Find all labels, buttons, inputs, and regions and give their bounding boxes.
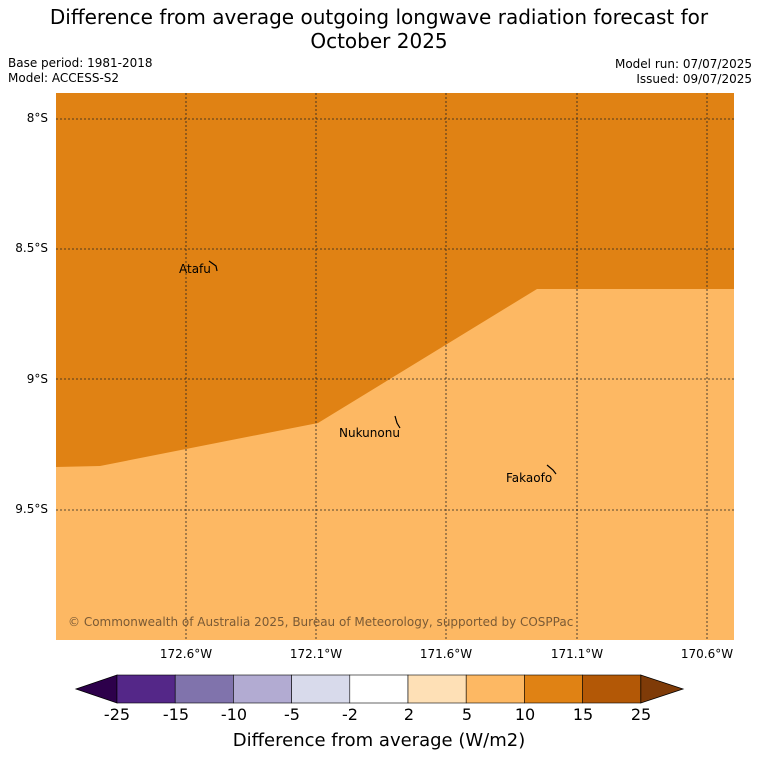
- cbar-tick-2: -10: [220, 705, 248, 724]
- cbar-tick-6: 5: [461, 705, 473, 724]
- title-line-2: October 2025: [310, 29, 448, 53]
- colorbar-bin-2: [174, 674, 234, 704]
- lon-label-171-1w: 171.1°W: [550, 647, 604, 661]
- model-run: Model run: 07/07/2025: [614, 57, 752, 71]
- colorbar-bin-9: [582, 674, 642, 704]
- place-atafu: Atafu: [179, 262, 211, 276]
- lon-label-170-6w: 170.6°W: [680, 647, 734, 661]
- colorbar: [74, 674, 685, 704]
- lat-label-8-5s: 8.5°S: [15, 241, 48, 255]
- atafu-atoll-shape: [208, 260, 218, 272]
- colorbar-bin-1: [116, 674, 176, 704]
- copyright-notice: © Commonwealth of Australia 2025, Bureau…: [68, 615, 574, 629]
- map-region-lower: [56, 289, 734, 640]
- cbar-tick-4: -2: [342, 705, 358, 724]
- colorbar-bin-4: [291, 674, 351, 704]
- title-line-1: Difference from average outgoing longwav…: [49, 5, 709, 29]
- lon-label-172-6w: 172.6°W: [159, 647, 213, 661]
- nukunonu-atoll-shape: [394, 415, 401, 429]
- cbar-tick-9: 25: [630, 705, 652, 724]
- cbar-tick-0: -25: [103, 705, 131, 724]
- lon-label-172-1w: 172.1°W: [289, 647, 343, 661]
- issued-date: Issued: 09/07/2025: [636, 72, 752, 86]
- lat-label-8s: 8°S: [26, 111, 48, 125]
- place-nukunonu: Nukunonu: [339, 426, 400, 440]
- lon-label-171-6w: 171.6°W: [419, 647, 473, 661]
- cbar-tick-7: 10: [514, 705, 536, 724]
- cbar-tick-5: 2: [403, 705, 415, 724]
- colorbar-bin-3: [233, 674, 292, 704]
- colorbar-extend-low: [74, 674, 118, 704]
- colorbar-bin-8: [524, 674, 583, 704]
- colorbar-extend-high: [640, 674, 685, 704]
- chart-title: Difference from average outgoing longwav…: [0, 5, 758, 53]
- lat-label-9-5s: 9.5°S: [15, 502, 48, 516]
- lat-label-9s: 9°S: [26, 372, 48, 386]
- cbar-tick-3: -5: [284, 705, 300, 724]
- colorbar-bin-5: [349, 674, 409, 704]
- cbar-tick-1: -15: [162, 705, 190, 724]
- meta-right: Model run: 07/07/2025 Issued: 09/07/2025: [615, 57, 752, 87]
- cbar-tick-8: 15: [572, 705, 594, 724]
- fakaofo-atoll-shape: [546, 464, 557, 475]
- colorbar-bin-7: [465, 674, 525, 704]
- colorbar-bin-6: [407, 674, 467, 704]
- colorbar-label: Difference from average (W/m2): [232, 730, 526, 751]
- place-fakaofo: Fakaofo: [506, 471, 553, 485]
- base-period: Base period: 1981-2018: [8, 56, 153, 70]
- graticule: [56, 93, 734, 640]
- meta-left: Base period: 1981-2018 Model: ACCESS-S2: [8, 56, 153, 86]
- model-name: Model: ACCESS-S2: [8, 71, 120, 85]
